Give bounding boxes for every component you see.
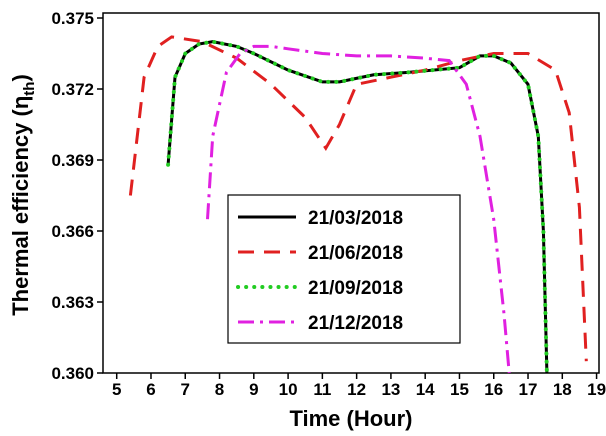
y-tick-label: 0.375 bbox=[51, 9, 94, 28]
legend-label: 21/03/2018 bbox=[308, 208, 403, 229]
x-tick-label: 16 bbox=[484, 380, 503, 399]
x-tick-label: 8 bbox=[215, 380, 224, 399]
y-tick-label: 0.369 bbox=[51, 151, 94, 170]
x-tick-label: 18 bbox=[553, 380, 572, 399]
legend-box bbox=[227, 194, 461, 344]
x-tick-label: 13 bbox=[381, 380, 400, 399]
legend-label: 21/12/2018 bbox=[308, 313, 403, 334]
x-tick-label: 14 bbox=[416, 380, 435, 399]
series-line bbox=[166, 39, 549, 375]
x-tick-label: 10 bbox=[279, 380, 298, 399]
series-line bbox=[128, 35, 588, 362]
x-tick-label: 15 bbox=[450, 380, 469, 399]
y-label-sub: th bbox=[21, 82, 38, 96]
y-tick-label: 0.363 bbox=[51, 293, 94, 312]
y-label-main: Thermal efficiency (η bbox=[8, 96, 33, 316]
y-tick-label: 0.360 bbox=[51, 364, 94, 383]
plot-frame bbox=[102, 12, 600, 374]
x-axis-label: Time (Hour) bbox=[289, 406, 412, 431]
x-tick-label: 17 bbox=[519, 380, 538, 399]
y-tick-label: 0.372 bbox=[51, 80, 94, 99]
legend-label: 21/09/2018 bbox=[308, 278, 403, 299]
series-line bbox=[206, 44, 511, 374]
x-tick-label: 12 bbox=[347, 380, 366, 399]
x-tick-label: 9 bbox=[249, 380, 258, 399]
x-tick-label: 7 bbox=[181, 380, 190, 399]
y-label-end: ) bbox=[8, 74, 33, 81]
x-tick-label: 11 bbox=[313, 380, 331, 399]
y-tick-label: 0.366 bbox=[51, 222, 94, 241]
legend-label: 21/06/2018 bbox=[308, 243, 403, 264]
x-tick-label: 5 bbox=[112, 380, 121, 399]
y-axis-label: Thermal efficiency (ηth) bbox=[8, 74, 38, 316]
x-tick-label: 19 bbox=[587, 380, 606, 399]
x-tick-label: 6 bbox=[146, 380, 155, 399]
